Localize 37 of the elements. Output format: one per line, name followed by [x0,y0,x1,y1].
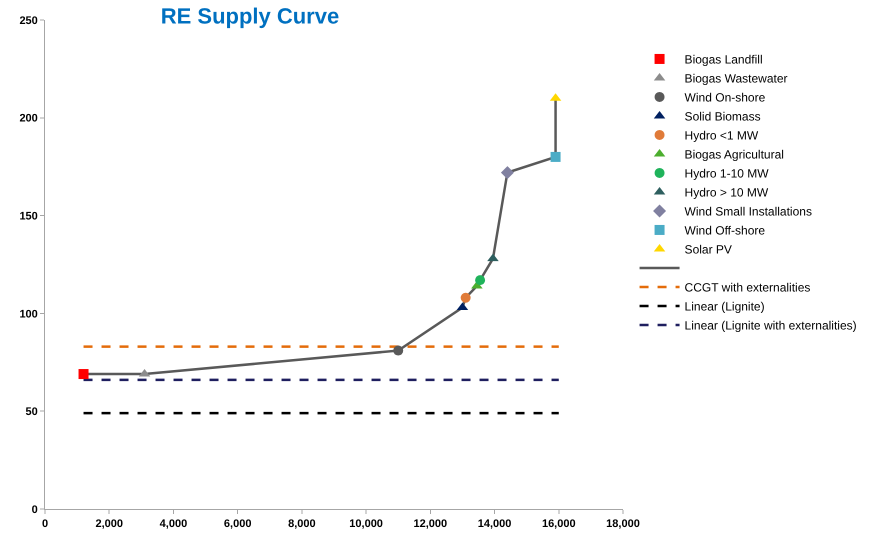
legend-label: Wind Small Installations [684,204,812,219]
legend-label: Wind On-shore [684,90,766,105]
x-tick-label: 4,000 [160,518,188,530]
legend-label: Hydro <1 MW [684,128,759,143]
y-tick-label: 50 [26,406,38,418]
point [393,346,404,356]
legend-label: Hydro 1-10 MW [684,166,770,181]
x-tick-label: 16,000 [542,518,576,530]
point [500,166,514,180]
y-tick-label: 0 [32,504,38,516]
x-tick-label: 6,000 [224,518,252,530]
x-tick-label: 10,000 [349,518,383,530]
y-tick-label: 250 [19,14,38,27]
point [78,369,89,380]
y-tick-label: 200 [19,112,38,125]
chart-title: RE Supply Curve [160,4,340,29]
point [475,275,486,286]
legend-label: Solar PV [684,242,732,257]
legend-label: CCGT with externalities [684,280,810,295]
legend-label: Hydro > 10 MW [684,186,769,200]
x-tick-label: 8,000 [288,518,316,530]
x-tick-label: 0 [42,518,48,530]
x-tick-label: 2,000 [95,518,123,530]
x-tick-label: 18,000 [606,518,640,530]
legend-label: Biogas Agricultural [684,148,784,162]
legend-label: Biogas Wastewater [684,72,788,86]
point [460,292,471,303]
legend-label: Biogas Landfill [684,52,763,67]
legend-label: Linear (Lignite) [684,300,765,314]
legend-label: Linear (Lignite with externalities) [684,318,857,333]
y-tick-label: 100 [19,308,38,320]
x-tick-label: 12,000 [414,518,448,530]
legend-label: Solid Biomass [684,110,761,124]
y-tick-label: 150 [19,210,38,222]
point [550,152,561,162]
legend-label: Wind Off-shore [684,224,766,238]
x-tick-label: 14,000 [478,518,512,530]
